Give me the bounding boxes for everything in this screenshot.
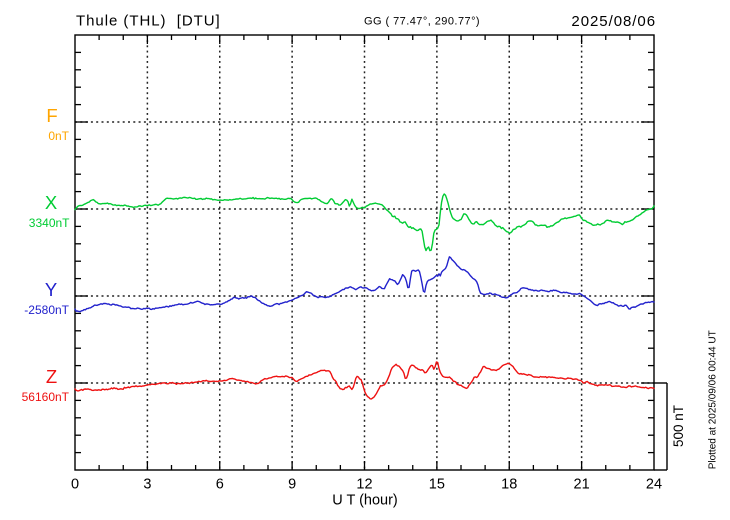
svg-text:3: 3 — [143, 477, 151, 493]
svg-text:21: 21 — [574, 477, 590, 493]
svg-text:3340nT: 3340nT — [29, 216, 70, 230]
svg-text:Z: Z — [46, 366, 57, 387]
svg-text:U T (hour): U T (hour) — [332, 493, 398, 509]
svg-text:GG ( 77.47°, 290.77°): GG ( 77.47°, 290.77°) — [364, 16, 480, 28]
svg-text:Y: Y — [45, 279, 57, 300]
svg-text:F: F — [46, 105, 57, 126]
svg-text:2025/08/06: 2025/08/06 — [571, 13, 656, 30]
svg-text:24: 24 — [646, 477, 662, 493]
svg-text:X: X — [45, 192, 57, 213]
svg-text:56160nT: 56160nT — [22, 390, 70, 404]
svg-text:9: 9 — [288, 477, 296, 493]
svg-text:Thule (THL) [DTU]: Thule (THL) [DTU] — [76, 13, 221, 30]
svg-text:15: 15 — [429, 477, 445, 493]
svg-text:500 nT: 500 nT — [671, 405, 686, 447]
svg-text:Plotted at 2025/09/06 00:44 UT: Plotted at 2025/09/06 00:44 UT — [707, 330, 718, 469]
svg-text:0nT: 0nT — [48, 129, 69, 143]
svg-text:-2580nT: -2580nT — [24, 303, 69, 317]
svg-text:12: 12 — [356, 477, 372, 493]
svg-text:0: 0 — [71, 477, 79, 493]
svg-text:6: 6 — [216, 477, 224, 493]
svg-text:18: 18 — [501, 477, 517, 493]
